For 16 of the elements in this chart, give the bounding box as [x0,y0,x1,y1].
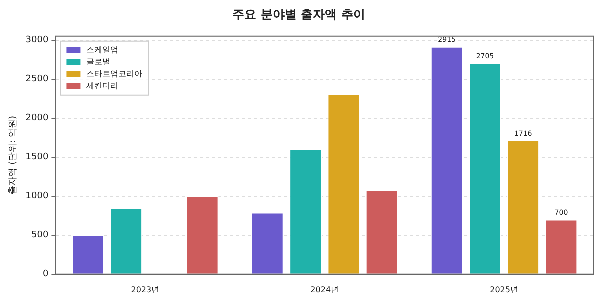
x-tick-label: 2025년 [490,285,518,294]
legend-label: 스타트업코리아 [86,69,143,78]
y-tick-label: 2000 [26,114,49,124]
y-tick-label: 0 [42,270,49,280]
chart-title: 주요 분야별 출자액 추이 [232,7,366,22]
x-tick-label: 2023년 [131,285,160,294]
legend-label: 세컨더리 [86,81,119,90]
y-tick-label: 2500 [26,74,49,85]
y-axis-title: 출자액 (단위: 억원) [8,116,19,195]
legend-label: 글로벌 [86,57,111,66]
y-tick-label: 1500 [26,152,49,163]
x-tick-label: 2024년 [310,285,340,294]
legend-label: 스케일업 [86,45,119,54]
y-tick-label: 1000 [26,192,49,202]
y-tick-label: 3000 [26,36,49,46]
y-tick-label: 500 [32,230,49,241]
